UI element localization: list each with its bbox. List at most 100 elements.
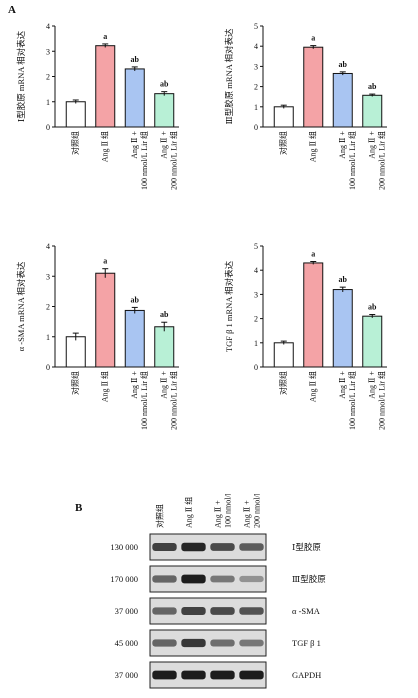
lane-label: 100 nmol/L Lir 组 bbox=[223, 494, 233, 528]
y-tick-label: 0 bbox=[46, 363, 50, 372]
bar bbox=[362, 94, 383, 128]
bar bbox=[124, 68, 145, 128]
blot-band bbox=[239, 670, 264, 680]
y-tick-label: 1 bbox=[254, 103, 258, 112]
x-tick-label: 200 nmol/L Lir 组 bbox=[168, 371, 178, 430]
panel-label-a: A bbox=[8, 4, 16, 16]
blot-band bbox=[239, 607, 264, 615]
bar bbox=[303, 46, 324, 128]
x-tick-label: 对照组 bbox=[70, 131, 80, 155]
molecular-weight-label: 37 000 bbox=[115, 606, 138, 616]
x-tick-label: 100 nmol/L Lir 组 bbox=[139, 371, 149, 430]
blot-band bbox=[152, 607, 177, 615]
lane-label: Ang Ⅱ 组 bbox=[184, 497, 194, 528]
bar bbox=[65, 101, 86, 128]
x-tick-label: 100 nmol/L Lir 组 bbox=[347, 131, 357, 190]
x-tick-label: Ang Ⅱ + bbox=[130, 131, 139, 159]
significance-label: ab bbox=[368, 82, 377, 91]
y-axis-label: α -SMA mRNA 相对表达 bbox=[16, 261, 26, 351]
blot-band bbox=[152, 670, 177, 680]
y-tick-label: 4 bbox=[254, 42, 258, 51]
significance-label: a bbox=[311, 34, 315, 43]
y-tick-label: 3 bbox=[254, 62, 258, 71]
x-tick-label: 100 nmol/L Lir 组 bbox=[347, 371, 357, 430]
x-tick-label: Ang Ⅱ + bbox=[159, 371, 168, 399]
y-tick-label: 3 bbox=[46, 272, 50, 281]
y-tick-label: 2 bbox=[46, 73, 50, 82]
x-tick-label: 对照组 bbox=[70, 371, 80, 395]
blot-band bbox=[210, 639, 235, 647]
molecular-weight-label: 45 000 bbox=[115, 638, 138, 648]
y-tick-label: 3 bbox=[254, 290, 258, 299]
blot-band bbox=[210, 607, 235, 615]
significance-label: ab bbox=[131, 295, 140, 304]
x-tick-label: Ang Ⅱ + bbox=[338, 131, 347, 159]
y-tick-label: 4 bbox=[254, 266, 258, 275]
significance-label: a bbox=[103, 257, 107, 266]
bar bbox=[332, 72, 353, 128]
blot-band bbox=[239, 575, 264, 583]
blot-band bbox=[181, 574, 206, 584]
significance-label: ab bbox=[339, 275, 348, 284]
y-axis-label: Ⅲ型胶原 mRNA 相对表达 bbox=[224, 28, 234, 125]
y-tick-label: 0 bbox=[46, 123, 50, 132]
x-tick-label: Ang Ⅱ 组 bbox=[307, 131, 317, 162]
x-tick-label: Ang Ⅱ + bbox=[130, 371, 139, 399]
significance-label: a bbox=[311, 249, 315, 258]
blot-band bbox=[210, 670, 235, 680]
blot-band bbox=[239, 639, 264, 647]
lane-label: 对照组 bbox=[155, 504, 165, 528]
bar bbox=[124, 309, 145, 368]
bar bbox=[95, 45, 116, 128]
x-tick-label: 对照组 bbox=[278, 131, 288, 155]
blot-band bbox=[210, 575, 235, 583]
y-tick-label: 1 bbox=[46, 98, 50, 107]
x-tick-label: Ang Ⅱ + bbox=[367, 371, 376, 399]
y-tick-label: 1 bbox=[254, 339, 258, 348]
significance-label: ab bbox=[160, 80, 169, 89]
y-tick-label: 4 bbox=[46, 242, 50, 251]
y-tick-label: 4 bbox=[46, 22, 50, 31]
blot-band bbox=[152, 639, 177, 647]
x-tick-label: Ang Ⅱ 组 bbox=[307, 371, 317, 402]
y-axis-label: TGF β 1 mRNA 相对表达 bbox=[224, 260, 234, 352]
y-tick-label: 2 bbox=[254, 83, 258, 92]
lane-label: Ang Ⅱ + bbox=[214, 500, 223, 528]
protein-label: GAPDH bbox=[292, 670, 321, 680]
y-axis-label: Ⅰ型胶原 mRNA 相对表达 bbox=[16, 30, 26, 122]
y-tick-label: 5 bbox=[254, 22, 258, 31]
x-tick-label: Ang Ⅱ + bbox=[338, 371, 347, 399]
y-tick-label: 5 bbox=[254, 242, 258, 251]
lane-label: 200 nmol/L Lir 组 bbox=[252, 494, 262, 528]
significance-label: ab bbox=[131, 55, 140, 64]
protein-label: Ⅰ型胶原 bbox=[292, 542, 321, 552]
x-tick-label: 200 nmol/L Lir 组 bbox=[376, 131, 386, 190]
bar bbox=[273, 106, 294, 128]
protein-label: α -SMA bbox=[292, 606, 321, 616]
blot-band bbox=[210, 543, 235, 551]
x-tick-label: 200 nmol/L Lir 组 bbox=[168, 131, 178, 190]
significance-label: a bbox=[103, 32, 107, 41]
blot-band bbox=[181, 638, 206, 648]
blot-band bbox=[181, 670, 206, 680]
molecular-weight-label: 37 000 bbox=[115, 670, 138, 680]
x-tick-label: Ang Ⅱ 组 bbox=[99, 131, 109, 162]
x-tick-label: 100 nmol/L Lir 组 bbox=[139, 131, 149, 190]
x-tick-label: Ang Ⅱ + bbox=[159, 131, 168, 159]
molecular-weight-label: 130 000 bbox=[110, 542, 138, 552]
y-tick-label: 2 bbox=[46, 303, 50, 312]
bar bbox=[154, 93, 175, 128]
y-tick-label: 0 bbox=[254, 123, 258, 132]
blot-band bbox=[181, 542, 206, 552]
blot-band bbox=[181, 607, 206, 615]
x-tick-label: Ang Ⅱ 组 bbox=[99, 371, 109, 402]
protein-label: Ⅲ型胶原 bbox=[292, 574, 326, 584]
western-blot: 对照组 Ang Ⅱ 组 Ang Ⅱ +100 nmol/L Lir 组 Ang Ⅱ +… bbox=[110, 494, 326, 689]
bar bbox=[362, 315, 383, 368]
x-tick-label: Ang Ⅱ + bbox=[367, 131, 376, 159]
panel-label-b: B bbox=[75, 502, 83, 514]
